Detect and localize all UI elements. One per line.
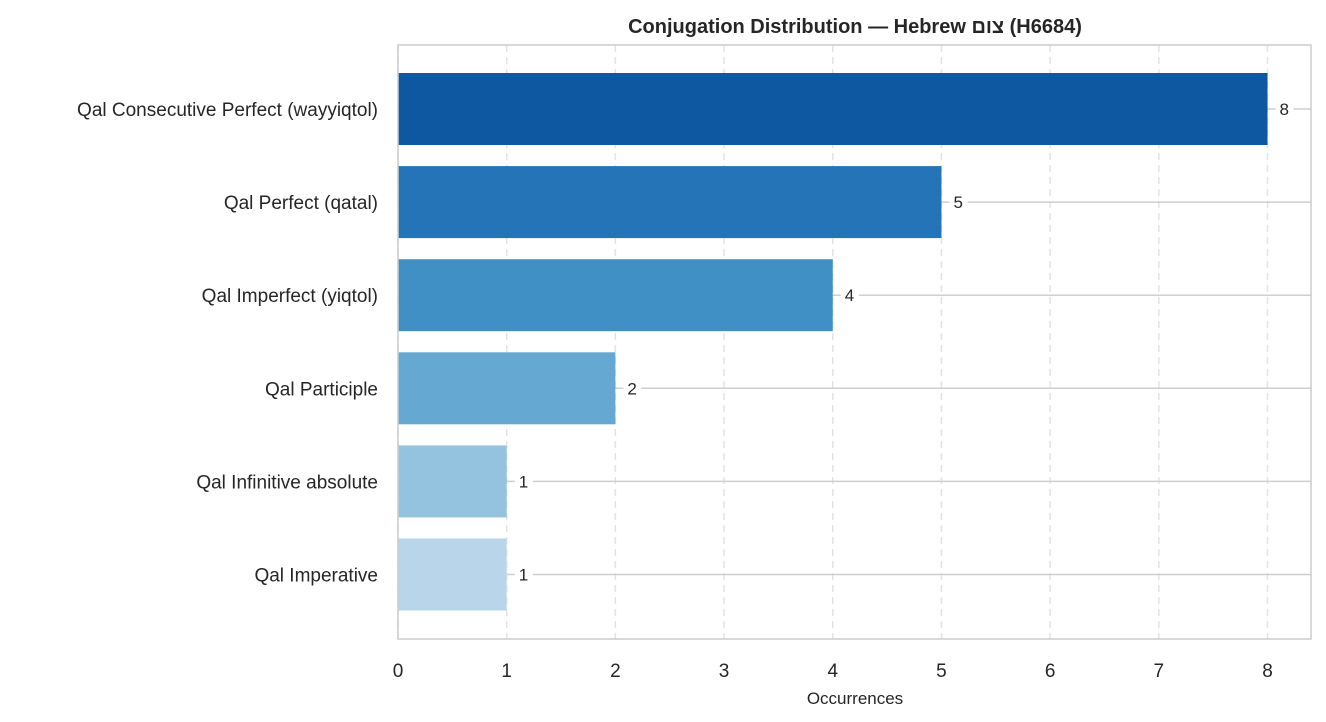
category-label-4: Qal Infinitive absolute	[196, 472, 378, 493]
value-label-bg-0	[1275, 99, 1294, 119]
x-axis-ticks: 0 1 2 3 4 5 6 7 8	[393, 661, 1273, 682]
x-tick-label-4: 4	[827, 661, 838, 682]
bar-2	[398, 259, 833, 332]
value-label-1: 5	[953, 193, 962, 212]
value-label-2: 4	[845, 286, 854, 305]
x-tick-label-5: 5	[936, 661, 947, 682]
category-label-2: Qal Imperfect (yiqtol)	[202, 286, 378, 307]
value-label-3: 2	[627, 379, 636, 398]
value-label-5: 1	[519, 566, 528, 585]
x-tick-label-0: 0	[393, 661, 404, 682]
bar-3	[398, 352, 616, 425]
x-tick-label-7: 7	[1154, 661, 1165, 682]
x-tick-label-8: 8	[1262, 661, 1273, 682]
bar-layer	[398, 73, 1268, 611]
value-label-bg-4	[514, 471, 533, 492]
value-label-bg-5	[514, 564, 533, 585]
value-label-bg-2	[840, 285, 859, 306]
bar-5	[398, 538, 507, 611]
value-label-0: 8	[1280, 100, 1289, 119]
x-tick-label-3: 3	[719, 661, 730, 682]
category-label-3: Qal Participle	[265, 379, 378, 400]
value-label-bg-3	[623, 378, 642, 399]
value-labels: 8 5 4 2 1 1	[514, 99, 1294, 585]
category-labels: Qal Consecutive Perfect (wayyiqtol) Qal P…	[77, 100, 378, 587]
bar-1	[398, 166, 942, 239]
x-tick-label-1: 1	[501, 661, 512, 682]
category-label-1: Qal Perfect (qatal)	[224, 193, 378, 214]
bar-4	[398, 445, 507, 518]
category-label-5: Qal Imperative	[254, 566, 378, 587]
chart-title: Conjugation Distribution — Hebrew צום (H…	[628, 16, 1082, 38]
bar-0	[398, 73, 1268, 145]
value-label-bg-1	[949, 192, 968, 213]
x-tick-label-6: 6	[1045, 661, 1056, 682]
category-label-0: Qal Consecutive Perfect (wayyiqtol)	[77, 100, 378, 121]
x-axis-title: Occurrences	[807, 689, 903, 708]
x-tick-label-2: 2	[610, 661, 621, 682]
plot-frame	[397, 44, 1312, 640]
value-label-4: 1	[519, 472, 528, 491]
